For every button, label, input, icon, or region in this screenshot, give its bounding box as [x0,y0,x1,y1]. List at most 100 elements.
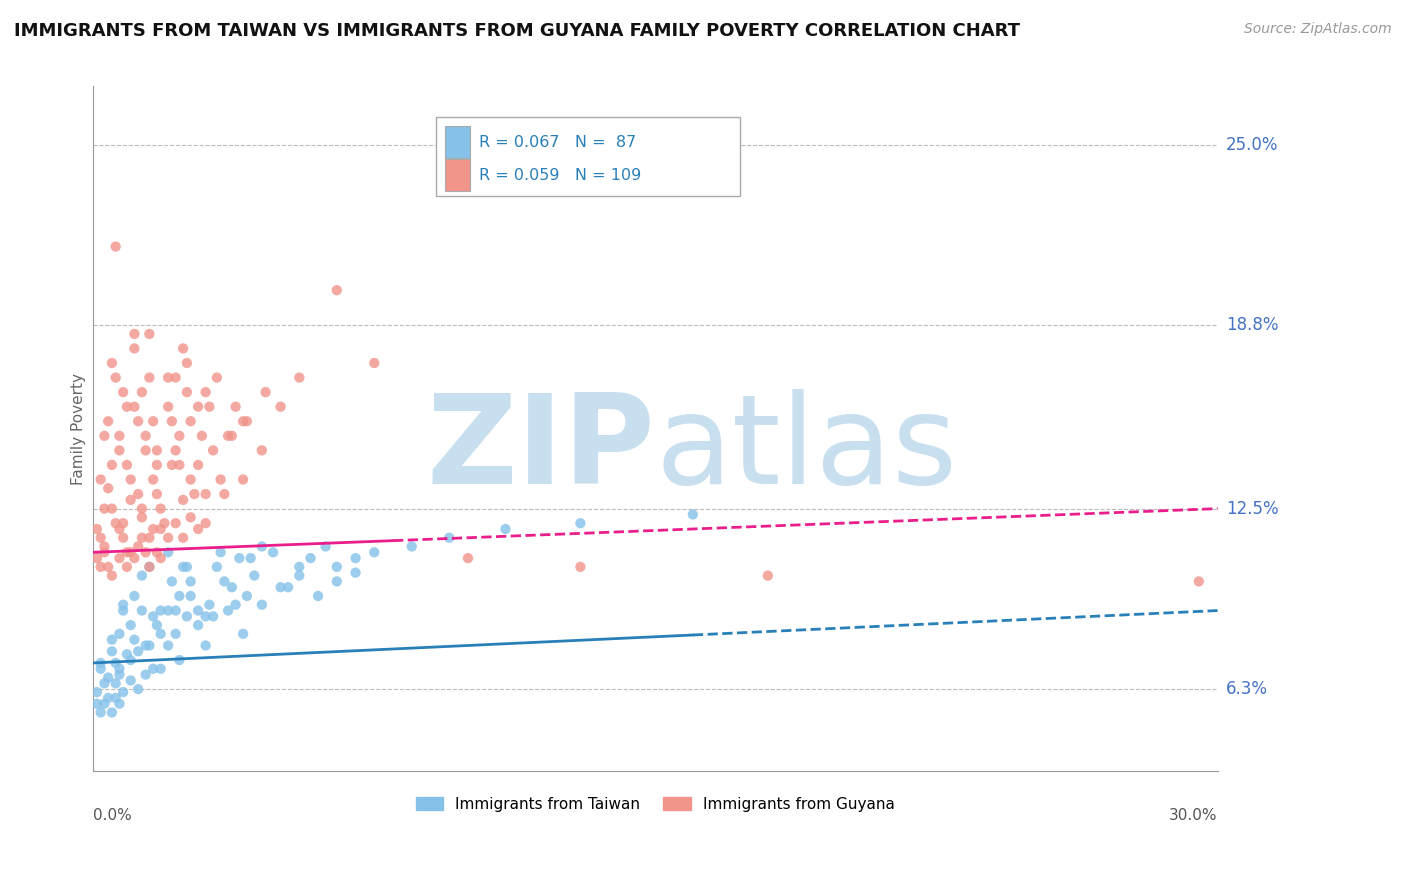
Point [165,603,187,617]
Point [180,414,202,428]
Point [270,400,292,414]
Point [120,653,142,667]
Point [101,632,124,647]
Point [401,540,423,554]
Point [250,443,273,458]
Point [93,676,115,690]
Point [1188,574,1211,589]
Point [86,551,108,566]
Point [120,473,142,487]
Point [326,574,349,589]
Point [108,627,131,641]
Text: 12.5%: 12.5% [1226,500,1278,517]
Point [146,458,169,472]
Point [124,589,146,603]
Point [135,667,157,681]
Point [108,522,131,536]
Point [187,618,209,632]
Point [108,429,131,443]
Point [194,609,217,624]
Text: 30.0%: 30.0% [1168,808,1218,823]
Point [187,522,209,536]
Point [187,603,209,617]
Point [172,492,194,507]
Legend: Immigrants from Taiwan, Immigrants from Guyana: Immigrants from Taiwan, Immigrants from … [409,790,901,818]
Text: IMMIGRANTS FROM TAIWAN VS IMMIGRANTS FROM GUYANA FAMILY POVERTY CORRELATION CHAR: IMMIGRANTS FROM TAIWAN VS IMMIGRANTS FRO… [14,22,1021,40]
Point [363,545,385,559]
Point [108,551,131,566]
Point [180,574,202,589]
Point [176,385,198,400]
Point [124,632,146,647]
Point [112,598,135,612]
Point [209,473,232,487]
Point [756,568,779,582]
Point [104,656,127,670]
Point [104,370,127,384]
Point [101,644,124,658]
Point [214,574,236,589]
Point [326,559,349,574]
Point [101,458,124,472]
Point [363,356,385,370]
Point [127,644,149,658]
Point [146,443,169,458]
Point [157,370,180,384]
Point [157,603,180,617]
Point [225,598,247,612]
Point [205,370,228,384]
Point [157,400,180,414]
Point [90,662,112,676]
Point [250,598,273,612]
Point [232,414,254,428]
Point [124,326,146,341]
Point [176,356,198,370]
Text: R = 0.067   N =  87: R = 0.067 N = 87 [479,135,636,150]
Point [104,516,127,531]
Point [194,385,217,400]
Point [135,639,157,653]
Point [209,545,232,559]
Point [135,545,157,559]
Point [315,540,337,554]
Point [160,414,183,428]
Point [221,429,243,443]
Point [120,545,142,559]
Point [176,609,198,624]
Text: 6.3%: 6.3% [1226,681,1268,698]
Point [90,473,112,487]
Point [97,671,120,685]
Point [93,540,115,554]
Point [307,589,329,603]
Point [120,492,142,507]
Text: R = 0.059   N = 109: R = 0.059 N = 109 [479,168,641,183]
Point [124,551,146,566]
Point [146,545,169,559]
Point [115,458,138,472]
Point [288,568,311,582]
Point [439,531,461,545]
Point [288,559,311,574]
Point [160,458,183,472]
Point [198,400,221,414]
Point [131,531,153,545]
Point [194,487,217,501]
Text: atlas: atlas [655,389,957,509]
Point [112,531,135,545]
Point [142,662,165,676]
Point [243,568,266,582]
Point [138,370,160,384]
Point [277,580,299,594]
Point [165,370,187,384]
Point [262,545,284,559]
Point [217,429,239,443]
Point [299,551,322,566]
Text: 25.0%: 25.0% [1226,136,1278,153]
Text: 18.8%: 18.8% [1226,316,1278,334]
Text: 0.0%: 0.0% [93,808,132,823]
Point [217,603,239,617]
Point [180,473,202,487]
Point [214,487,236,501]
Point [198,598,221,612]
Point [183,487,205,501]
